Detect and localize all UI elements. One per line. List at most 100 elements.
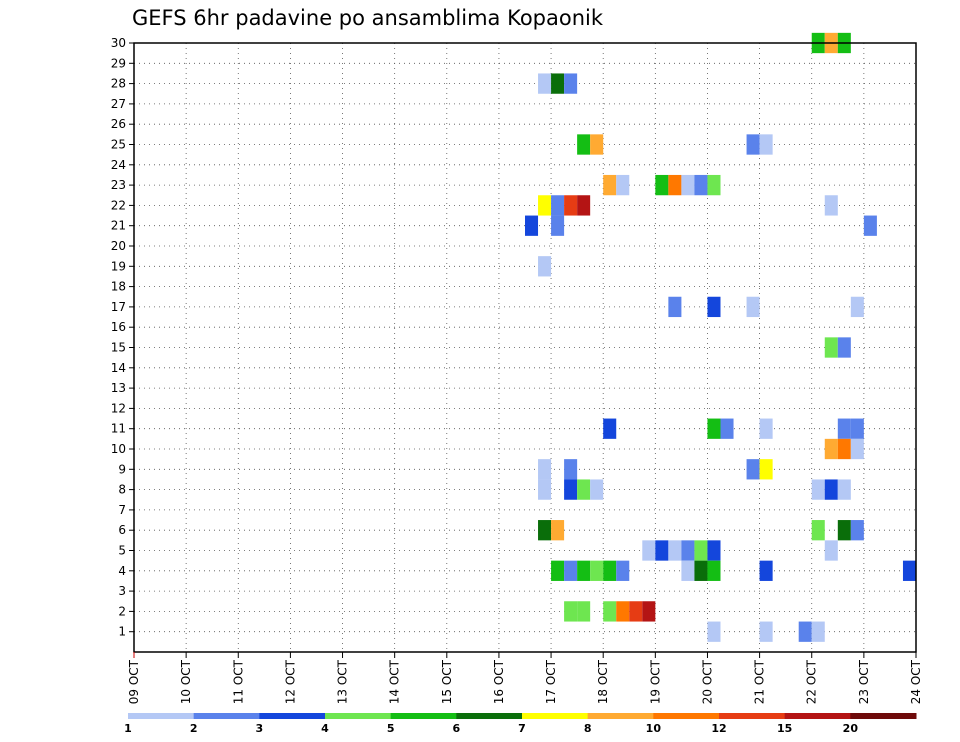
heatmap-cell [564, 601, 578, 622]
heatmap-cell [551, 195, 565, 216]
y-tick-label: 22 [111, 198, 126, 212]
heatmap-cell [746, 296, 760, 318]
heatmap-cell [824, 195, 838, 216]
legend-label: 3 [256, 722, 264, 735]
y-tick-label: 12 [111, 401, 126, 415]
heatmap-cell [837, 418, 851, 439]
heatmap-cell [577, 134, 591, 155]
x-tick-label: 15 OCT [440, 659, 454, 704]
heatmap-cell [837, 337, 851, 358]
heatmap-cell [551, 560, 565, 581]
heatmap-cell [655, 174, 669, 196]
y-tick-label: 21 [111, 219, 126, 233]
heatmap-cell [577, 195, 591, 216]
y-tick-label: 30 [111, 36, 126, 50]
heatmap-cell [577, 479, 591, 500]
y-tick-label: 15 [111, 341, 126, 355]
heatmap-cell [564, 195, 578, 216]
heatmap-cell [720, 418, 734, 439]
heatmap-cell [564, 73, 578, 94]
heatmap-cell [824, 540, 838, 561]
heatmap-cell [824, 438, 838, 460]
heatmap-cell [850, 296, 864, 318]
legend-swatch [522, 713, 589, 719]
heatmap-cell [902, 560, 916, 581]
heatmap-cell [850, 418, 864, 439]
heatmap-cell [824, 337, 838, 358]
y-tick-label: 25 [111, 138, 126, 152]
heatmap-cell [616, 174, 630, 196]
x-tick-label: 21 OCT [753, 659, 767, 704]
legend-label: 1 [124, 722, 132, 735]
heatmap-cell [551, 520, 565, 541]
legend-swatch [850, 713, 917, 719]
legend-label: 12 [711, 722, 726, 735]
y-tick-label: 11 [111, 422, 126, 436]
y-tick-label: 16 [111, 320, 126, 334]
y-tick-label: 23 [111, 178, 126, 192]
heatmap-cell [668, 174, 682, 196]
heatmap-cell [759, 621, 773, 642]
heatmap-cell [655, 540, 669, 561]
y-tick-label: 8 [118, 483, 126, 497]
y-tick-label: 6 [118, 523, 126, 537]
heatmap-cell [746, 459, 760, 480]
heatmap-cell [603, 174, 617, 196]
y-tick-label: 20 [111, 239, 126, 253]
heatmap-cell [642, 540, 656, 561]
legend-label: 20 [843, 722, 859, 735]
legend-label: 2 [190, 722, 198, 735]
heatmap-cell [551, 215, 565, 236]
heatmap-cell [850, 438, 864, 460]
y-tick-label: 1 [118, 625, 126, 639]
heatmap-cell [590, 134, 604, 155]
legend-label: 10 [646, 722, 662, 735]
heatmap-cell [681, 560, 695, 581]
heatmap-cell [759, 560, 773, 581]
x-tick-label: 19 OCT [648, 659, 662, 704]
heatmap-cell [564, 479, 578, 500]
x-tick-label: 12 OCT [283, 659, 297, 704]
heatmap-cell [629, 601, 643, 622]
x-axis: 09 OCT 10 OCT 11 OCT 12 OCT 13 OCT 14 OCT 15 O… [127, 652, 923, 704]
heatmap-cell [811, 479, 825, 500]
y-tick-label: 7 [118, 503, 126, 517]
legend-swatch [259, 713, 326, 719]
heatmap-cell [616, 560, 630, 581]
y-tick-label: 4 [118, 564, 126, 578]
heatmap-cell [590, 560, 604, 581]
heatmap-cell [642, 601, 656, 622]
x-tick-label: 13 OCT [336, 659, 350, 704]
heatmap-cell [759, 459, 773, 480]
heatmap-cell [824, 479, 838, 500]
heatmap-cell [759, 134, 773, 155]
heatmap-cell [551, 73, 565, 94]
y-tick-label: 28 [111, 77, 126, 91]
heatmap-cell [746, 134, 760, 155]
legend-swatch [193, 713, 260, 719]
heatmap-cell [577, 601, 591, 622]
heatmap-cell [694, 174, 708, 196]
heatmap-cell [759, 418, 773, 439]
heatmap-cell [603, 418, 617, 439]
heatmap-cell [798, 621, 812, 642]
heatmap-cell [694, 540, 708, 561]
legend-swatch [587, 713, 654, 719]
legend-swatch [325, 713, 392, 719]
heatmap-cell [681, 174, 695, 196]
legend-swatch [653, 713, 720, 719]
heatmap-cell [538, 73, 552, 94]
x-tick-label: 14 OCT [388, 659, 402, 704]
heatmap-cell [538, 459, 552, 480]
heatmap-cell [538, 479, 552, 500]
legend-label: 8 [584, 722, 592, 735]
heatmap-cell [590, 479, 604, 500]
x-tick-label: 17 OCT [544, 659, 558, 704]
legend-swatch [719, 713, 786, 719]
y-tick-label: 17 [111, 300, 126, 314]
heatmap-cell [603, 601, 617, 622]
heatmap-cell [811, 520, 825, 541]
y-tick-label: 18 [111, 280, 126, 294]
legend-swatch [784, 713, 851, 719]
